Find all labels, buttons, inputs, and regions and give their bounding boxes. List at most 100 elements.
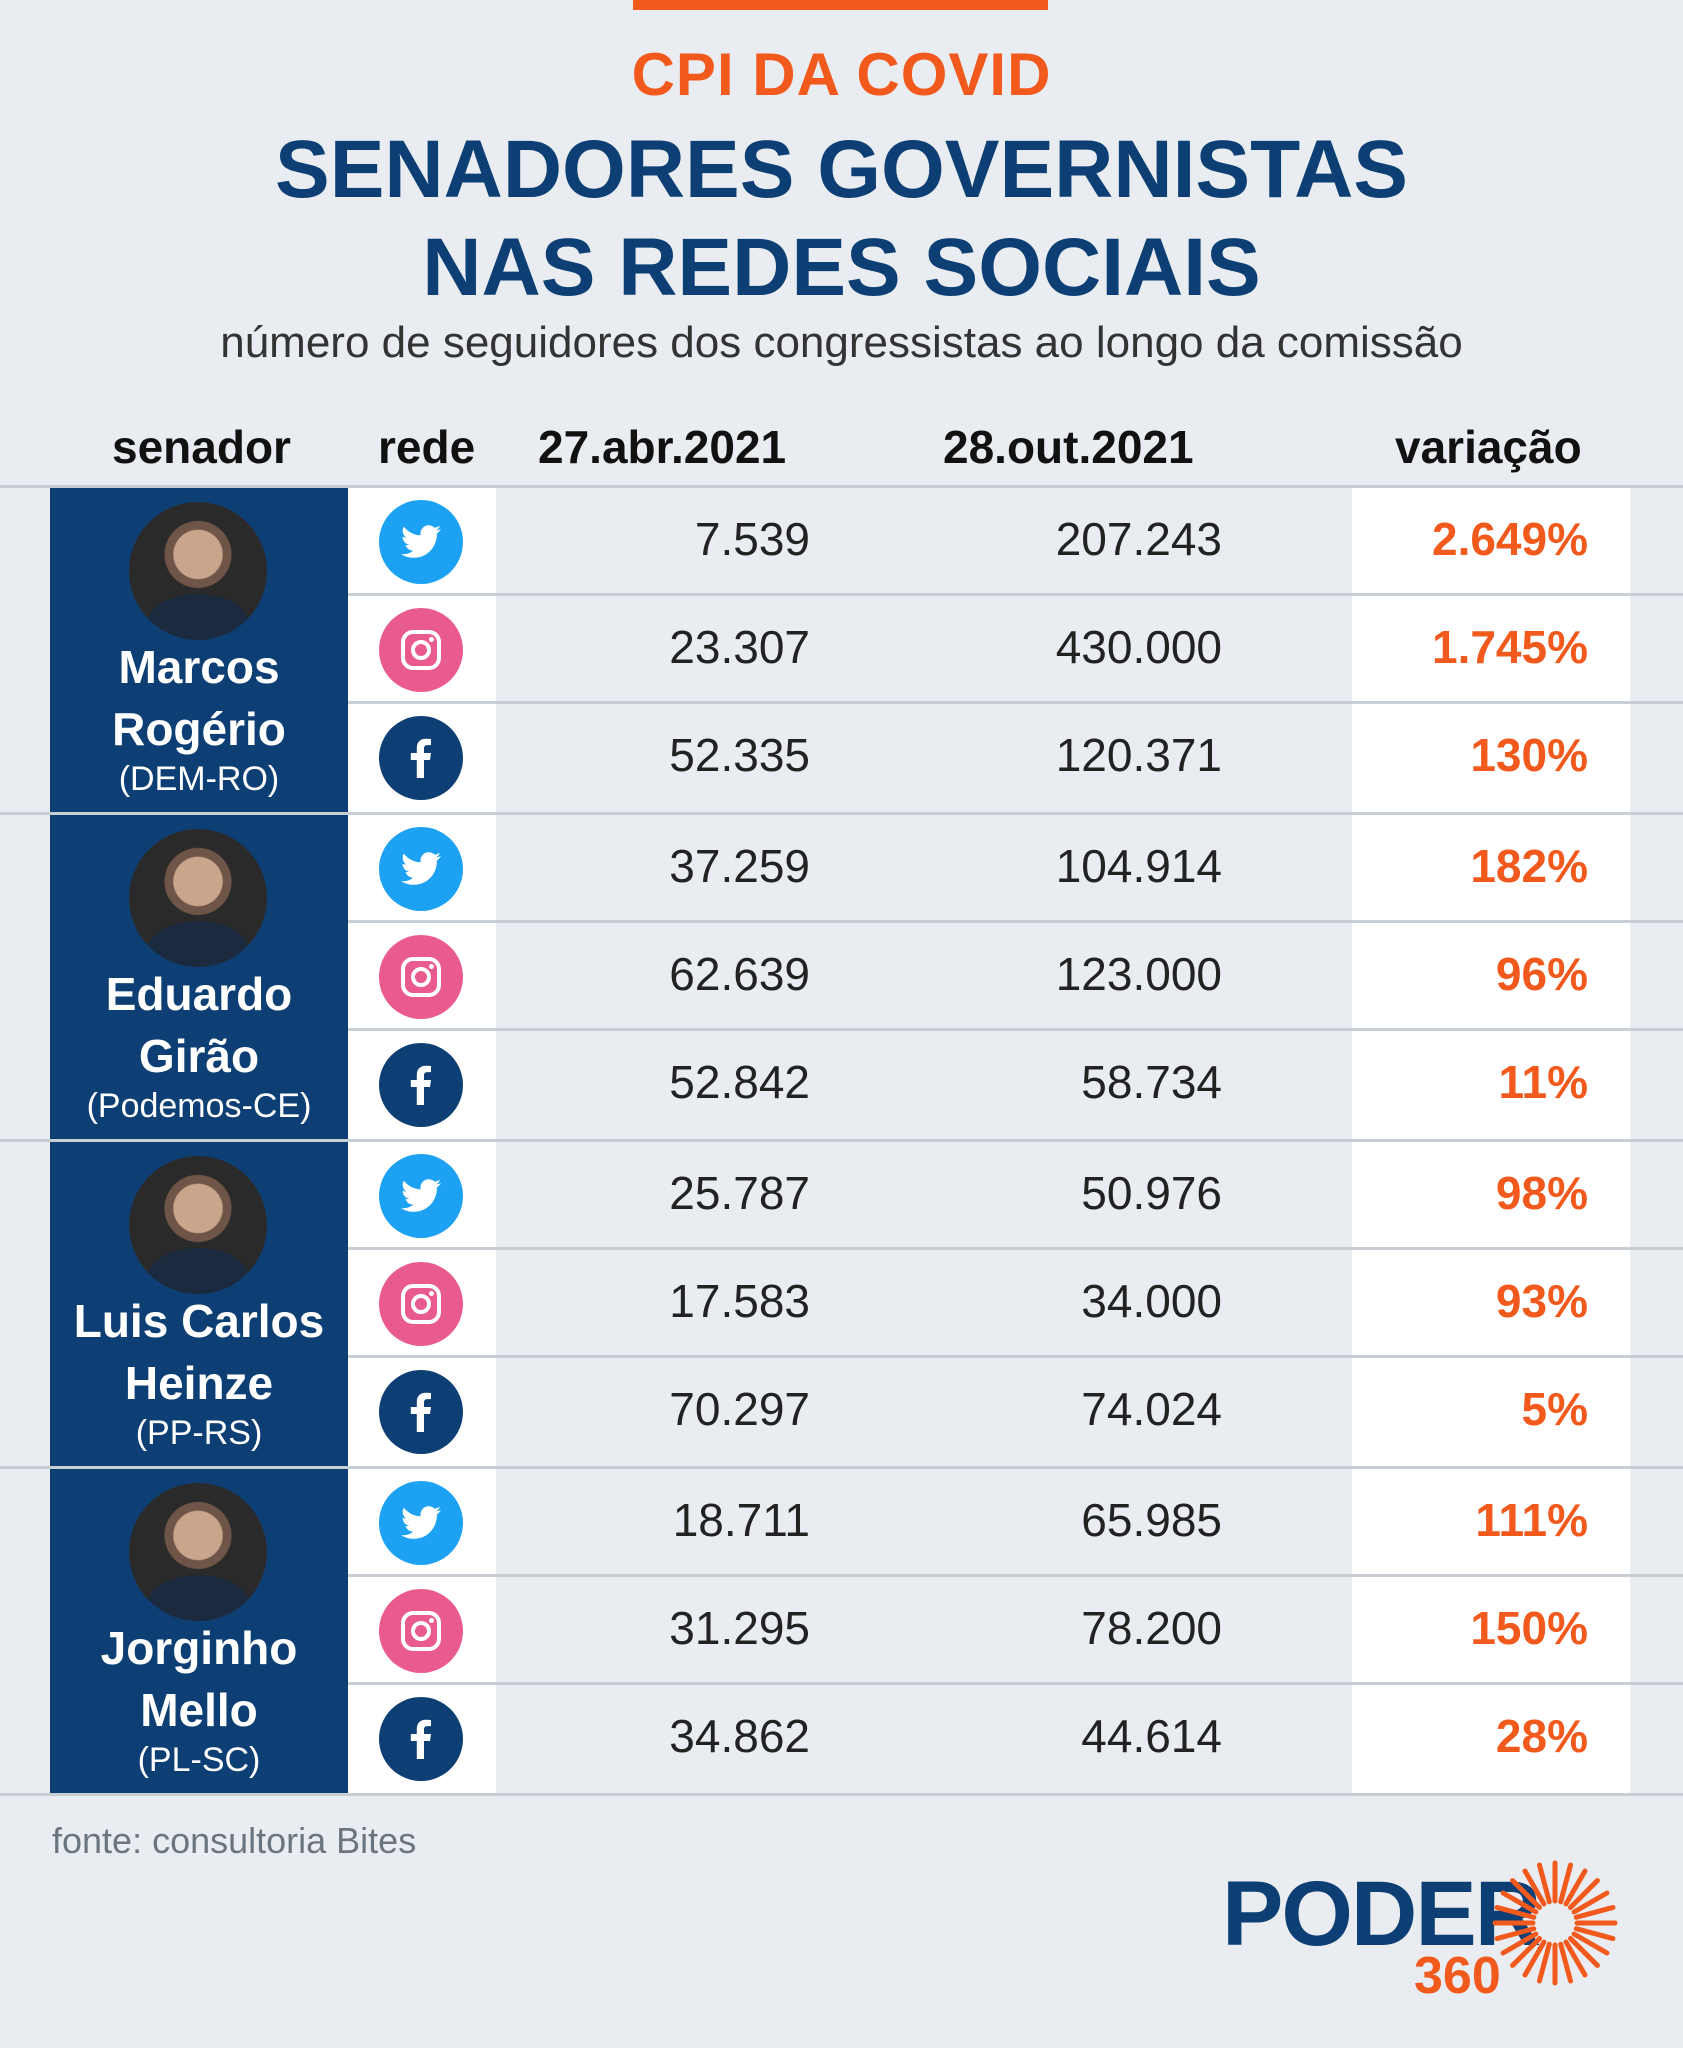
sun-ray	[1573, 1904, 1616, 1920]
instagram-icon	[379, 1262, 463, 1346]
senator-name-line2: Mello	[140, 1684, 258, 1736]
variation-value: 96%	[1495, 948, 1588, 1000]
table-divider	[0, 485, 1683, 488]
avatar	[129, 1156, 267, 1294]
senator-name-line2: Girão	[138, 1030, 260, 1082]
sun-ray	[1510, 1936, 1542, 1968]
kicker: CPI DA COVID	[631, 41, 1052, 108]
row-divider	[348, 1574, 1683, 1577]
group-divider	[0, 1466, 1683, 1469]
group-divider	[0, 812, 1683, 815]
sun-ray	[1558, 1941, 1574, 1984]
page-title-line1: SENADORES GOVERNISTAS	[275, 124, 1408, 215]
senator-block: Luis Carlos Heinze (PP-RS)	[50, 1142, 348, 1466]
avatar	[129, 502, 267, 640]
row-divider	[348, 1355, 1683, 1358]
senator-party: (PL-SC)	[137, 1741, 261, 1779]
variation-value: 98%	[1495, 1167, 1588, 1219]
variation-value: 93%	[1495, 1275, 1588, 1327]
variation-value: 111%	[1475, 1494, 1588, 1546]
followers-oct: 58.734	[1081, 1056, 1222, 1108]
followers-oct: 430.000	[1055, 621, 1222, 673]
followers-apr: 70.297	[669, 1383, 810, 1435]
col-header-variacao: variação	[1395, 421, 1582, 473]
followers-oct: 74.024	[1081, 1383, 1222, 1435]
followers-apr: 18.711	[672, 1494, 810, 1546]
senator-name-line2: Heinze	[124, 1357, 274, 1409]
sun-ray	[1500, 1890, 1539, 1915]
row-divider	[348, 920, 1683, 923]
senator-party: (Podemos-CE)	[86, 1087, 312, 1125]
senator-name-line1: Eduardo	[105, 968, 293, 1020]
senator-block: Marcos Rogério (DEM-RO)	[50, 488, 348, 812]
twitter-icon	[379, 1481, 463, 1565]
followers-apr: 52.842	[669, 1056, 810, 1108]
subtitle: número de seguidores dos congressistas a…	[220, 318, 1463, 367]
row-divider	[348, 1247, 1683, 1250]
avatar	[129, 1483, 267, 1621]
sun-ray	[1536, 1862, 1552, 1905]
variacao-cell	[1352, 923, 1630, 1028]
avatar-shirt	[147, 594, 249, 640]
variacao-cell	[1352, 1142, 1630, 1247]
variation-value: 5%	[1521, 1383, 1588, 1435]
sun-ray	[1522, 1868, 1547, 1907]
sun-ray	[1494, 1904, 1537, 1920]
twitter-icon	[379, 827, 463, 911]
col-header-date2: 28.out.2021	[943, 421, 1194, 473]
col-header-senador: senador	[112, 421, 291, 473]
sun-ray	[1558, 1862, 1574, 1905]
sun-ray	[1510, 1878, 1542, 1910]
followers-apr: 23.307	[669, 621, 810, 673]
sun-ray	[1568, 1878, 1600, 1910]
followers-apr: 17.583	[669, 1275, 810, 1327]
row-divider	[348, 1682, 1683, 1685]
variacao-cell	[1352, 815, 1630, 920]
variacao-cell	[1352, 1358, 1630, 1466]
twitter-icon	[379, 1154, 463, 1238]
senator-name-line1: Luis Carlos	[73, 1295, 325, 1347]
senator-name-line1: Jorginho	[100, 1622, 298, 1674]
senator-block: Eduardo Girão (Podemos-CE)	[50, 815, 348, 1139]
avatar-shirt	[147, 921, 249, 967]
col-header-rede: rede	[378, 421, 476, 473]
source-note: fonte: consultoria Bites	[52, 1820, 417, 1861]
followers-oct: 50.976	[1081, 1167, 1222, 1219]
avatar-shirt	[147, 1575, 249, 1621]
followers-oct: 104.914	[1055, 840, 1222, 892]
followers-oct: 207.243	[1055, 513, 1222, 565]
variacao-cell	[1352, 704, 1630, 812]
instagram-icon	[379, 935, 463, 1019]
variacao-cell	[1352, 1469, 1630, 1574]
senator-party: (DEM-RO)	[118, 760, 280, 798]
followers-apr: 52.335	[669, 729, 810, 781]
followers-oct: 120.371	[1055, 729, 1222, 781]
logo-word: PODER	[1222, 1863, 1541, 1965]
variacao-cell	[1352, 488, 1630, 593]
sun-icon	[1492, 1860, 1618, 1986]
avatar-shirt	[147, 1248, 249, 1294]
page-title-line2: NAS REDES SOCIAIS	[422, 222, 1261, 313]
sun-ray	[1563, 1939, 1588, 1978]
sun-ray	[1522, 1939, 1547, 1978]
row-divider	[348, 701, 1683, 704]
variation-value: 1.745%	[1431, 621, 1588, 673]
logo-number: 360	[1414, 1947, 1501, 2005]
top-accent-bar	[633, 0, 1048, 10]
group-divider	[0, 1139, 1683, 1142]
followers-apr: 7.539	[694, 513, 810, 565]
sun-ray	[1500, 1931, 1539, 1956]
variacao-cell	[1352, 1685, 1630, 1793]
sun-ray	[1536, 1941, 1552, 1984]
sun-ray	[1563, 1868, 1588, 1907]
sun-ray	[1573, 1926, 1616, 1942]
facebook-icon	[379, 1043, 463, 1127]
followers-apr: 31.295	[669, 1602, 810, 1654]
followers-oct: 123.000	[1055, 948, 1222, 1000]
variation-value: 2.649%	[1431, 513, 1588, 565]
instagram-icon	[379, 1589, 463, 1673]
followers-oct: 44.614	[1081, 1710, 1222, 1762]
followers-apr: 62.639	[669, 948, 810, 1000]
variation-value: 150%	[1470, 1602, 1588, 1654]
instagram-icon	[379, 608, 463, 692]
